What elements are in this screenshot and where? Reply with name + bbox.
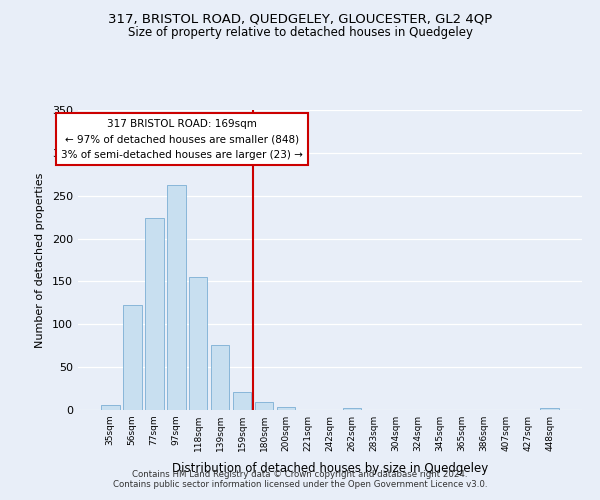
Bar	[343, 408, 361, 410]
Text: Size of property relative to detached houses in Quedgeley: Size of property relative to detached ho…	[128, 26, 473, 39]
Bar	[233, 392, 251, 410]
Bar	[167, 186, 185, 410]
Bar	[541, 408, 559, 410]
Bar	[211, 345, 229, 410]
Bar	[189, 277, 208, 410]
Bar	[123, 304, 142, 410]
Bar	[145, 218, 164, 410]
Bar	[255, 402, 274, 410]
Bar	[277, 408, 295, 410]
X-axis label: Distribution of detached houses by size in Quedgeley: Distribution of detached houses by size …	[172, 462, 488, 475]
Text: 317 BRISTOL ROAD: 169sqm
← 97% of detached houses are smaller (848)
3% of semi-d: 317 BRISTOL ROAD: 169sqm ← 97% of detach…	[61, 118, 302, 160]
Text: Contains HM Land Registry data © Crown copyright and database right 2024.
Contai: Contains HM Land Registry data © Crown c…	[113, 470, 487, 489]
Text: 317, BRISTOL ROAD, QUEDGELEY, GLOUCESTER, GL2 4QP: 317, BRISTOL ROAD, QUEDGELEY, GLOUCESTER…	[108, 12, 492, 26]
Y-axis label: Number of detached properties: Number of detached properties	[35, 172, 45, 348]
Bar	[101, 405, 119, 410]
